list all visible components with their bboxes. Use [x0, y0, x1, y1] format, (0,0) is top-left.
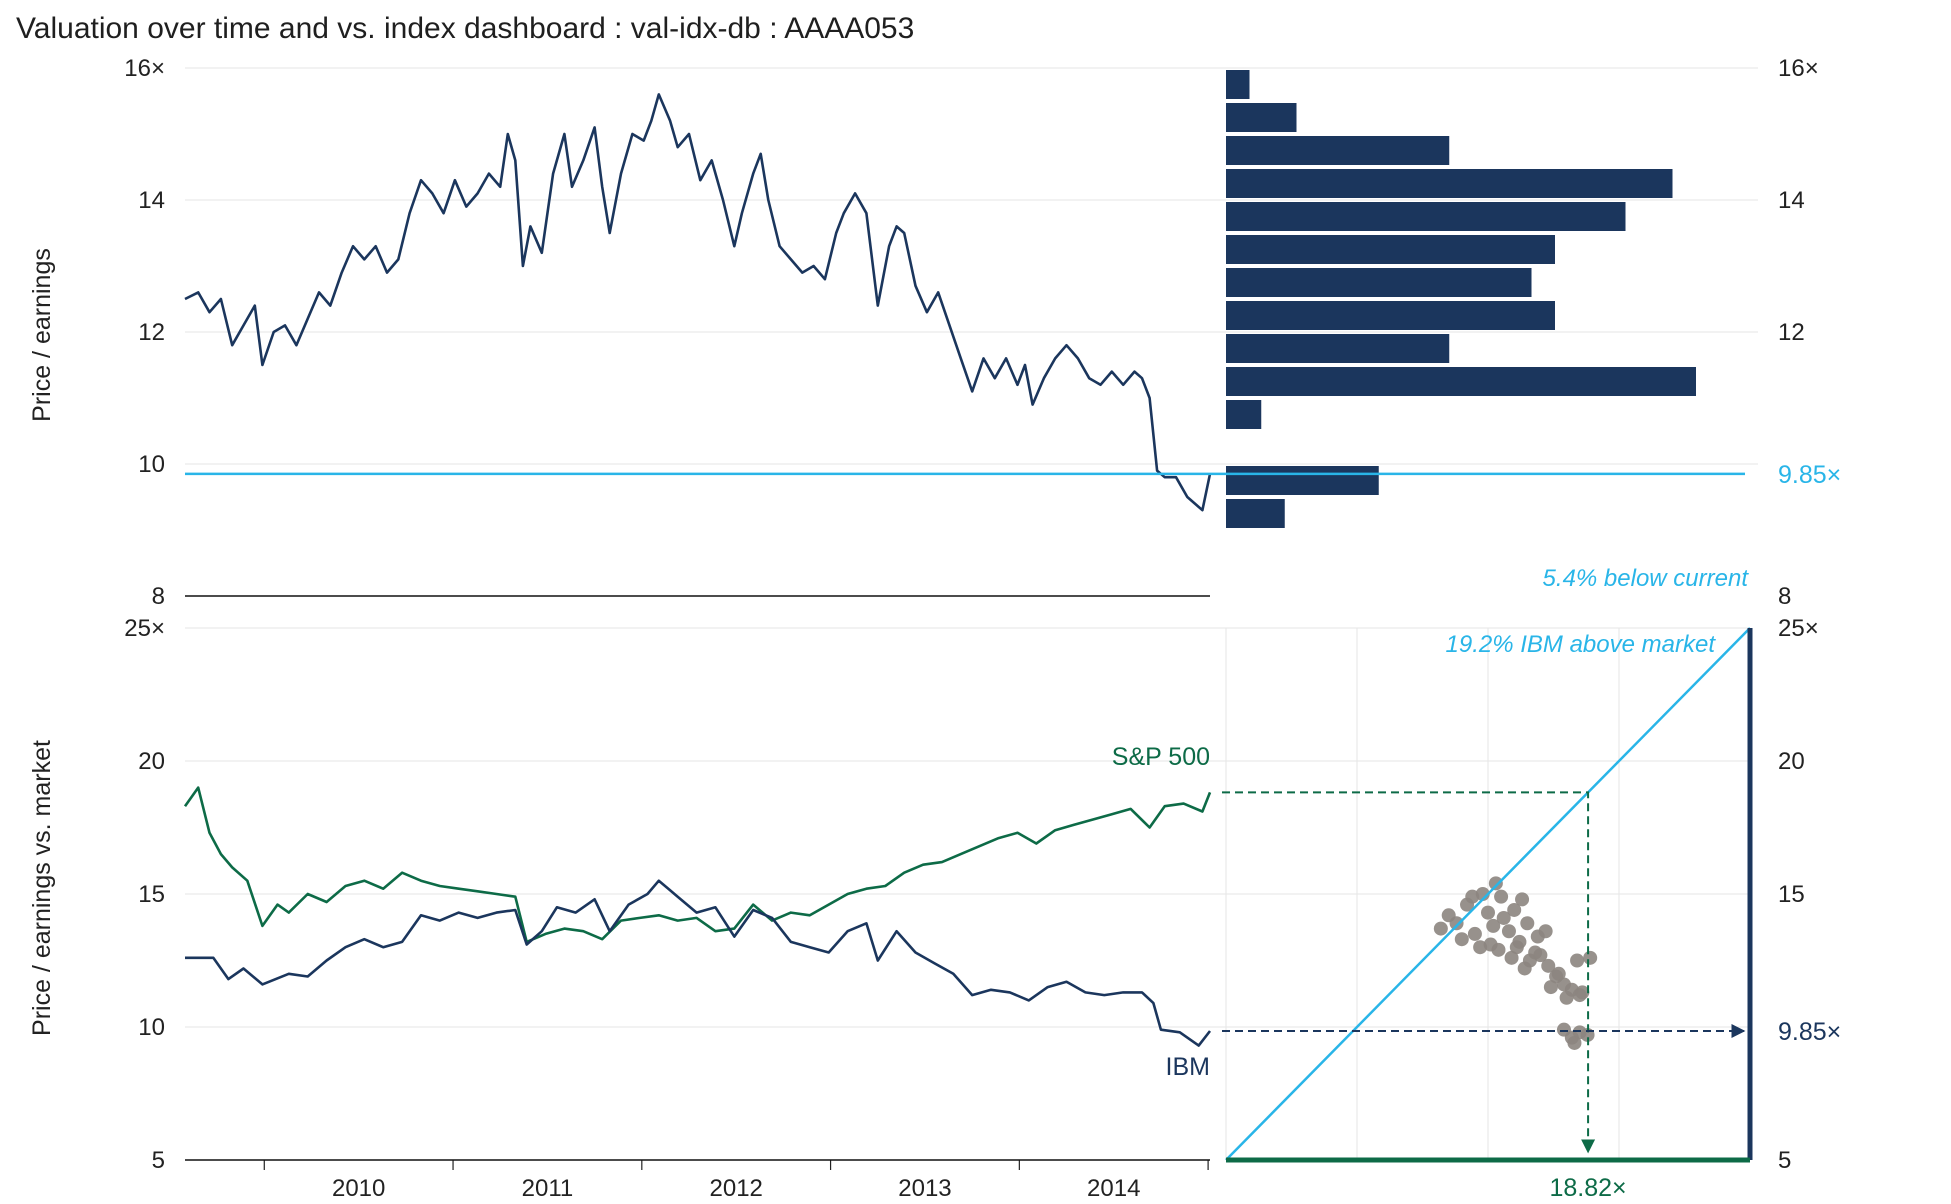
bottom-right-tick-label: 5	[1778, 1147, 1791, 1174]
scatter-point	[1559, 990, 1574, 1005]
scatter-point	[1541, 958, 1556, 973]
top-right-tick-label: 8	[1778, 583, 1791, 610]
scatter-point	[1567, 1035, 1582, 1050]
scatter-point	[1488, 876, 1503, 891]
bottom-right-tick-label: 20	[1778, 748, 1805, 775]
scatter-point	[1583, 950, 1598, 965]
bottom-right-tick-label: 15	[1778, 881, 1805, 908]
x-tick-label: 2011	[522, 1175, 574, 1202]
sp500-pe-line	[183, 786, 1212, 944]
bottom-gridlines	[185, 627, 1750, 1028]
top-y-axis-label: Price / earnings	[28, 248, 56, 422]
scatter-point	[1543, 980, 1558, 995]
x-tick-label: 2013	[898, 1175, 951, 1202]
bottom-left-tick-label: 25×	[124, 615, 165, 642]
top-left-tick-label: 8	[152, 583, 165, 610]
scatter-point	[1496, 910, 1511, 925]
x-axis-ticks: 2010 2011 2012 2013 2014	[263, 1160, 1209, 1202]
scatter-point	[1520, 916, 1535, 931]
bottom-right-tick-label: 25×	[1778, 615, 1819, 642]
x-tick-label: 2012	[710, 1175, 763, 1202]
ibm-pe-line	[185, 879, 1212, 1047]
ibm-series-label: IBM	[1166, 1053, 1210, 1081]
top-left-tick-label: 12	[138, 319, 165, 346]
top-left-tick-label: 16×	[124, 55, 165, 82]
scatter-point	[1454, 932, 1469, 947]
histogram-bar	[1226, 235, 1555, 264]
histogram-bar	[1226, 268, 1532, 297]
scatter-point	[1481, 905, 1495, 920]
histogram-bar	[1226, 400, 1262, 429]
bottom-left-tick-label: 15	[138, 881, 165, 908]
scatter-point	[1575, 985, 1590, 1000]
top-right-tick-label: 14	[1778, 187, 1805, 214]
scatter-point	[1449, 916, 1464, 931]
scatter-point	[1570, 953, 1585, 968]
histogram-bar	[1226, 499, 1285, 528]
bottom-left-tick-label: 20	[138, 748, 165, 775]
scatter-point	[1501, 924, 1516, 939]
scatter-point	[1465, 889, 1480, 904]
top-left-tick-label: 14	[138, 187, 165, 214]
histogram-bar	[1226, 367, 1696, 396]
bottom-y-tick-labels: 25× 20 15 10 5 25× 20 15 5	[124, 615, 1818, 1174]
scatter-point	[1515, 892, 1530, 907]
scatter-point	[1504, 950, 1519, 965]
scatter-point	[1507, 902, 1522, 917]
market-pe-label: 18.82×	[1549, 1174, 1626, 1202]
histogram-bar	[1226, 301, 1555, 330]
top-gridlines	[185, 67, 1758, 465]
scatter-point	[1551, 966, 1566, 981]
bottom-y-axis-label: Price / earnings vs. market	[28, 740, 56, 1036]
bottom-left-tick-label: 5	[152, 1147, 165, 1174]
scatter-point	[1486, 918, 1501, 933]
scatter-point	[1538, 924, 1553, 939]
top-right-tick-label: 16×	[1778, 55, 1819, 82]
bottom-left-tick-label: 10	[138, 1014, 165, 1041]
sp500-series-label: S&P 500	[1112, 743, 1210, 771]
scatter-point	[1509, 940, 1524, 955]
histogram-bar	[1226, 202, 1626, 231]
below-current-annotation: 5.4% below current	[1543, 565, 1750, 592]
scatter-point	[1494, 889, 1509, 904]
scatter-point	[1533, 948, 1548, 963]
scatter-point	[1517, 961, 1532, 976]
histogram-bar	[1226, 103, 1297, 132]
x-tick-label: 2010	[332, 1175, 385, 1202]
histogram-bar	[1226, 70, 1250, 99]
ibm-pe-label: 9.85×	[1778, 1018, 1841, 1046]
histogram-bar	[1226, 334, 1450, 363]
scatter-point	[1473, 940, 1488, 955]
parity-diagonal-line	[1225, 627, 1751, 1161]
top-left-tick-label: 10	[138, 451, 165, 478]
scatter-point	[1433, 921, 1448, 936]
dashboard-title: Valuation over time and vs. index dashbo…	[16, 12, 914, 45]
histogram-bar	[1226, 136, 1450, 165]
top-ibm-pe-line	[184, 93, 1212, 512]
x-tick-label: 2014	[1087, 1175, 1140, 1202]
scatter-point	[1467, 926, 1482, 941]
scatter-point	[1483, 937, 1498, 952]
histogram-bar	[1226, 169, 1673, 198]
pe-histogram	[1226, 70, 1696, 528]
top-right-tick-label: 12	[1778, 319, 1805, 346]
current-pe-label: 9.85×	[1778, 461, 1841, 489]
scatter-points	[1433, 876, 1598, 1050]
histogram-bar	[1226, 466, 1379, 495]
above-market-annotation: 19.2% IBM above market	[1446, 631, 1717, 658]
market-pe-guide	[1222, 791, 1596, 1154]
top-y-tick-labels: 16× 14 12 10 8 16× 14 12 8	[124, 55, 1818, 610]
